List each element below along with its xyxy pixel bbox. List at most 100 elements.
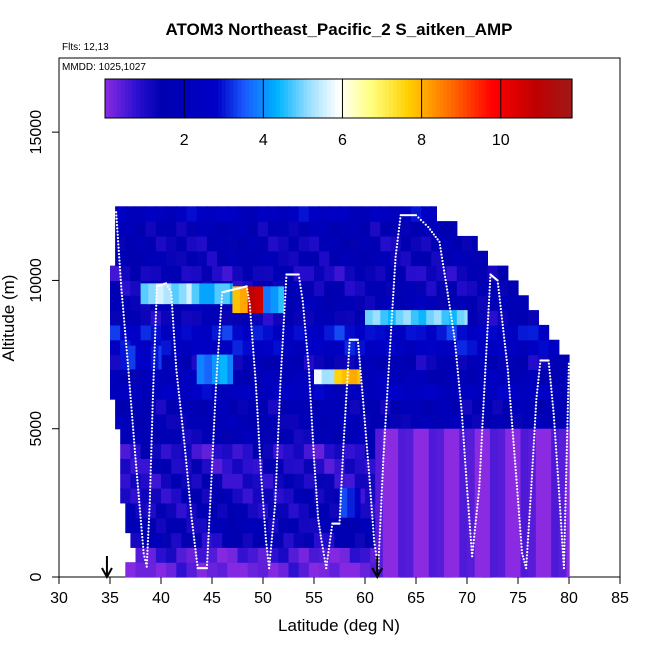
flight-track-point	[498, 295, 501, 298]
heatmap-cell	[176, 562, 188, 578]
flight-track-point	[276, 440, 279, 444]
flight-track-point	[365, 443, 368, 446]
colorbar-segment	[256, 79, 262, 118]
heatmap-cell	[257, 250, 269, 267]
flight-track-point	[127, 374, 130, 377]
heatmap-cell	[507, 310, 519, 326]
flight-track-point	[258, 453, 261, 456]
heatmap-cell	[487, 354, 499, 370]
colorbar-segment	[556, 79, 561, 118]
flight-track-point	[364, 430, 367, 433]
flight-track-point	[564, 512, 567, 515]
flight-track-point	[212, 431, 215, 434]
flight-track-point	[132, 438, 136, 441]
heatmap-cell	[472, 250, 483, 267]
flight-track-point	[394, 258, 397, 261]
flight-track-point	[377, 554, 380, 557]
flight-track-point	[378, 541, 381, 544]
flight-track-point	[274, 495, 277, 498]
flight-track-point	[339, 503, 342, 506]
flight-track-point	[478, 477, 481, 480]
heatmap-cell	[324, 443, 335, 459]
flight-track-point	[536, 381, 540, 385]
flight-track-point	[304, 329, 307, 332]
heatmap-cell	[395, 354, 407, 370]
flight-track-point	[537, 372, 541, 375]
heatmap-cell	[339, 235, 351, 252]
flight-track-point	[385, 399, 388, 402]
flight-track-point	[551, 400, 554, 403]
flight-track-point	[193, 538, 196, 541]
heatmap-cell	[507, 324, 519, 341]
colorbar-segment	[245, 79, 250, 118]
heatmap-cell	[354, 339, 366, 356]
flight-track-point	[535, 397, 538, 401]
heatmap-cell	[441, 250, 453, 267]
colorbar-segment	[564, 79, 569, 118]
flight-track-point	[316, 516, 320, 519]
flight-track-point	[390, 316, 393, 319]
flight-track-point	[149, 488, 152, 491]
flight-track-point	[254, 383, 257, 386]
flight-track-point	[330, 528, 333, 532]
flight-track-point	[465, 480, 468, 483]
flight-track-point	[251, 338, 254, 341]
heatmap-cell	[298, 250, 310, 267]
flight-track-point	[508, 387, 511, 390]
heatmap-cell	[477, 354, 488, 370]
heatmap-cell	[171, 369, 182, 385]
heatmap-cell	[375, 384, 386, 400]
heatmap-cell	[252, 354, 264, 370]
flight-track-point	[565, 448, 568, 452]
flight-track-point	[144, 558, 147, 562]
flight-track-point	[363, 414, 366, 417]
flight-track-point	[115, 214, 118, 217]
flight-track-point	[120, 291, 123, 294]
flight-track-point	[567, 388, 570, 391]
heatmap-cell	[385, 280, 397, 296]
heatmap-cell	[314, 458, 325, 474]
flight-track-point	[566, 400, 570, 404]
heatmap-cell	[472, 413, 483, 430]
flight-track-point	[151, 420, 154, 423]
flight-track-point	[218, 329, 221, 332]
flight-track-point	[478, 470, 482, 474]
heatmap-cell	[150, 369, 162, 385]
flight-track-point	[525, 567, 528, 570]
flight-track-point	[281, 347, 284, 350]
flight-track-point	[146, 546, 149, 549]
flight-track-point	[534, 410, 537, 413]
heatmap-cell	[242, 458, 254, 474]
heatmap-cell	[308, 206, 320, 222]
heatmap-cell	[155, 413, 167, 430]
colorbar-segment	[151, 79, 157, 118]
flight-track-point	[370, 507, 373, 511]
flight-track-point	[529, 502, 532, 506]
flight-track-point	[565, 458, 568, 461]
flight-track-point	[383, 441, 386, 444]
heatmap-cell	[186, 517, 198, 534]
flight-track-point	[505, 355, 508, 358]
flight-track-point	[214, 402, 217, 405]
flight-track-point	[465, 477, 468, 480]
flight-track-point	[306, 352, 309, 355]
heatmap-cell	[497, 369, 509, 385]
flight-track-point	[252, 347, 255, 351]
flight-track-point	[216, 357, 219, 360]
flight-track-point	[254, 373, 257, 376]
flight-track-point	[253, 367, 256, 370]
flight-track-point	[361, 391, 364, 394]
heatmap-cell	[191, 384, 203, 400]
flight-track-point	[176, 377, 179, 381]
flight-track-point	[153, 362, 156, 365]
flight-track-point	[447, 297, 450, 301]
flight-track-point	[365, 439, 368, 443]
heatmap-highlight-cell	[380, 310, 389, 325]
heatmap-cell	[456, 339, 468, 356]
heatmap-cell	[278, 250, 290, 267]
heatmap-cell	[410, 206, 422, 222]
flight-track-point	[185, 461, 188, 464]
heatmap-cell	[507, 280, 519, 296]
flight-track-point	[195, 557, 198, 560]
heatmap-cell	[176, 250, 188, 267]
